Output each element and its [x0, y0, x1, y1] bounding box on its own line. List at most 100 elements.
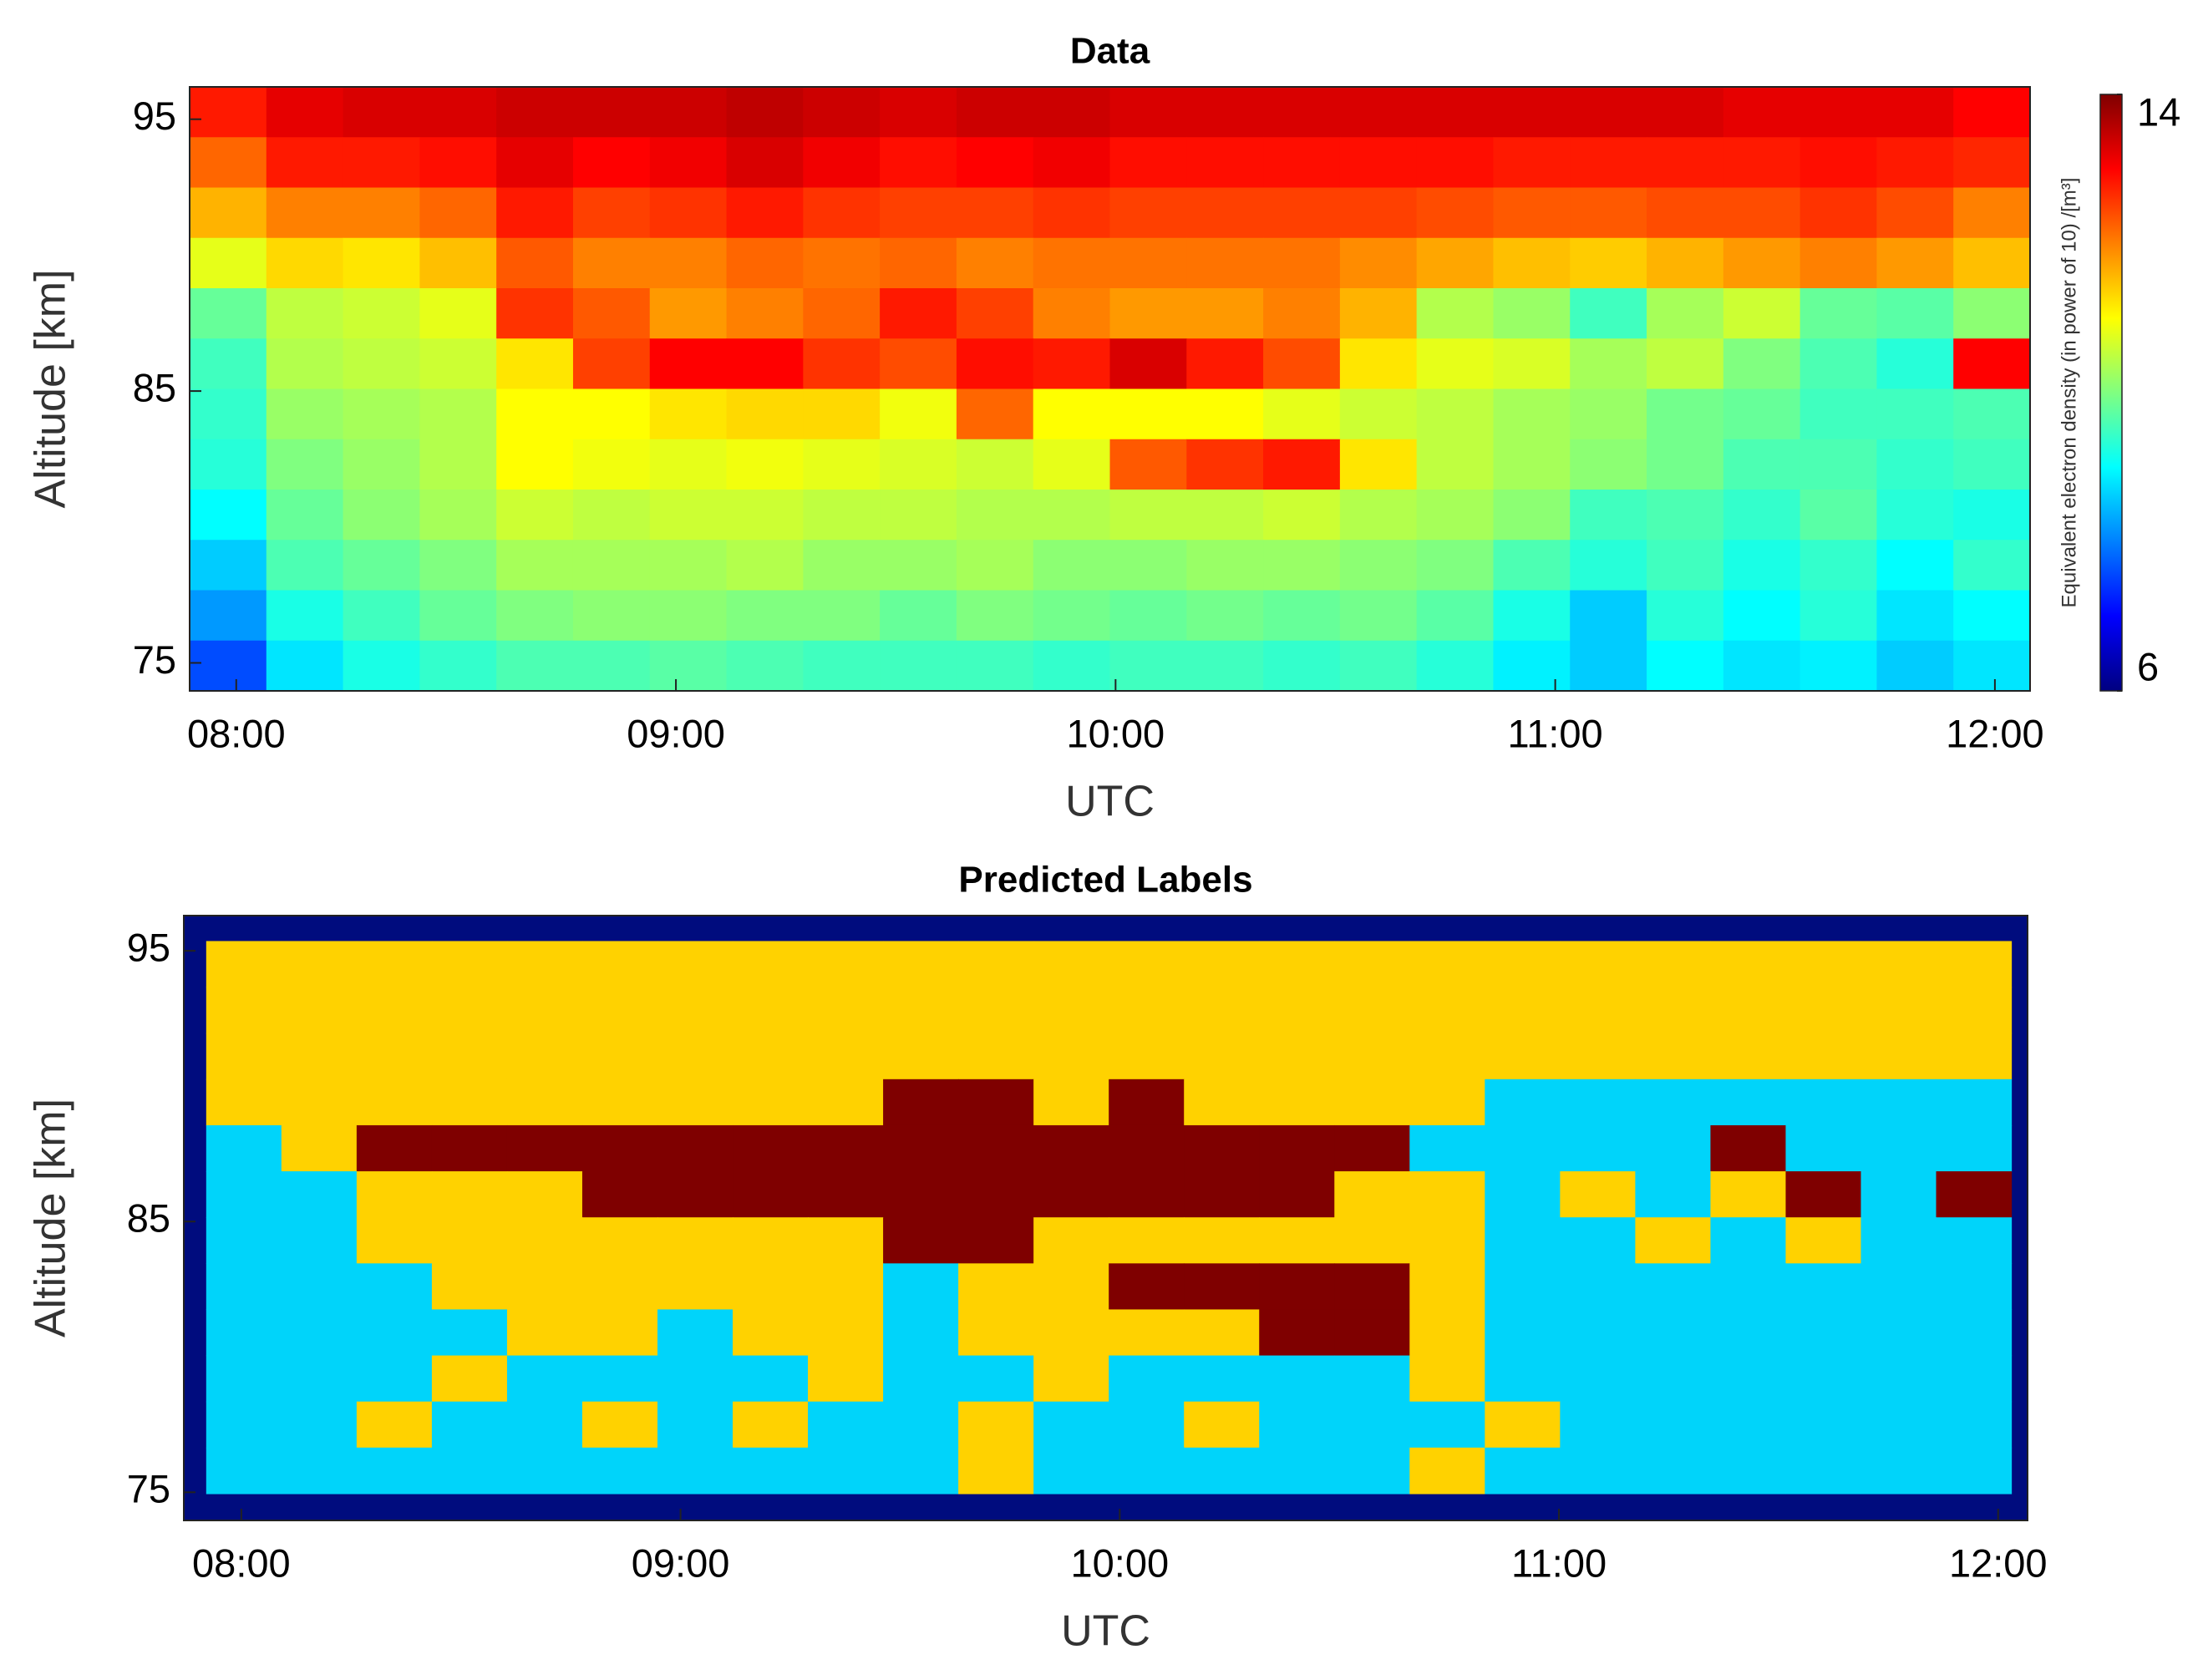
heatmap-cell	[1334, 1079, 1410, 1126]
heatmap-cell	[1409, 941, 1485, 988]
heatmap-cell	[1723, 237, 1801, 289]
heatmap-cell	[1799, 388, 1878, 440]
heatmap-cell	[958, 1401, 1034, 1449]
heatmap-cell	[266, 439, 344, 490]
heatmap-cell	[1334, 941, 1410, 988]
heatmap-cell	[1259, 1124, 1335, 1172]
heatmap-cell	[733, 1079, 809, 1126]
heatmap-cell	[281, 1124, 358, 1172]
heatmap-cell	[419, 490, 497, 541]
heatmap-cell	[808, 1033, 884, 1080]
heatmap-cell	[1409, 1217, 1485, 1264]
heatmap-cell	[431, 1033, 508, 1080]
heatmap-cell	[1109, 87, 1187, 138]
heatmap-cell	[1109, 288, 1187, 339]
heatmap-cell	[356, 1171, 433, 1218]
heatmap-cell	[733, 1447, 809, 1495]
heatmap-cell	[190, 540, 267, 591]
heatmap-cell	[883, 1124, 959, 1172]
heatmap-cell	[1259, 1171, 1335, 1218]
colorbar	[2099, 94, 2123, 692]
heatmap-cell	[190, 237, 267, 289]
heatmap-cell	[506, 1171, 583, 1218]
heatmap-cell	[808, 1355, 884, 1403]
heatmap-cell	[1263, 490, 1341, 541]
heatmap-cell	[1409, 1355, 1485, 1403]
heatmap-cell	[1876, 490, 1954, 541]
heatmap-cell	[726, 490, 804, 541]
heatmap-cell	[1416, 137, 1495, 189]
heatmap-cell	[880, 87, 957, 138]
heatmap-cell	[1936, 987, 2013, 1034]
heatmap-cell	[431, 1309, 508, 1357]
heatmap-cell	[506, 1263, 583, 1311]
heatmap-cell	[733, 1355, 809, 1403]
heatmap-cell	[1184, 1033, 1260, 1080]
heatmap-cell	[1785, 1124, 1862, 1172]
heatmap-cell	[1186, 490, 1264, 541]
heatmap-cell	[1647, 338, 1724, 390]
heatmap-cell	[1186, 540, 1264, 591]
heatmap-cell	[649, 237, 728, 289]
heatmap-cell	[1953, 87, 2031, 138]
heatmap-cell	[1635, 1355, 1712, 1403]
heatmap-cell	[1635, 1309, 1712, 1357]
heatmap-cell	[803, 237, 881, 289]
heatmap-cell	[1485, 987, 1561, 1034]
heatmap-cell	[649, 439, 728, 490]
heatmap-cell	[572, 187, 651, 239]
heatmap-cell	[1953, 137, 2031, 189]
heatmap-cell	[649, 490, 728, 541]
x-axis-label: UTC	[1061, 1607, 1150, 1656]
heatmap-cell	[1033, 288, 1111, 339]
heatmap-cell	[956, 87, 1034, 138]
heatmap-cell	[1953, 590, 2031, 642]
heatmap-cell	[1493, 640, 1571, 692]
heatmap-cell	[581, 1124, 658, 1172]
heatmap-cell	[356, 1124, 433, 1172]
heatmap-cell	[726, 87, 804, 138]
heatmap-cell	[281, 1447, 358, 1495]
heatmap-cell	[1485, 1309, 1561, 1357]
heatmap-cell	[883, 1217, 959, 1264]
y-tick-label: 75	[133, 637, 176, 682]
heatmap-cell	[733, 1124, 809, 1172]
heatmap-cell	[1409, 1263, 1485, 1311]
heatmap-cell	[1259, 1447, 1335, 1495]
heatmap-cell	[431, 1124, 508, 1172]
heatmap-cell	[1409, 1124, 1485, 1172]
heatmap-cell	[1033, 1079, 1109, 1126]
heatmap-cell	[880, 338, 957, 390]
heatmap-cell	[572, 338, 651, 390]
heatmap-cell	[1560, 1355, 1636, 1403]
heatmap-cell	[1263, 87, 1341, 138]
heatmap-cell	[1860, 1355, 1937, 1403]
heatmap-cell	[1033, 1263, 1109, 1311]
heatmap-cell	[1033, 1033, 1109, 1080]
heatmap-cell	[1339, 490, 1418, 541]
heatmap-cell	[431, 1171, 508, 1218]
heatmap-cell	[1186, 187, 1264, 239]
heatmap-cell	[419, 237, 497, 289]
heatmap-cell	[1409, 1447, 1485, 1495]
heatmap-cell	[1876, 540, 1954, 591]
heatmap-cell	[1259, 1355, 1335, 1403]
heatmap-cell	[266, 288, 344, 339]
heatmap-cell	[1259, 1217, 1335, 1264]
heatmap-cell	[281, 1033, 358, 1080]
heatmap-cell	[1109, 1309, 1185, 1357]
heatmap-cell	[1186, 640, 1264, 692]
heatmap-cell	[1647, 87, 1724, 138]
heatmap-cell	[1109, 137, 1187, 189]
heatmap-cell	[1416, 439, 1495, 490]
heatmap-cell	[190, 439, 267, 490]
heatmap-cell	[880, 187, 957, 239]
heatmap-cell	[1647, 439, 1724, 490]
heatmap-cell	[1860, 941, 1937, 988]
heatmap-cell	[431, 1217, 508, 1264]
heatmap-cell	[356, 1033, 433, 1080]
heatmap-cell	[1109, 1033, 1185, 1080]
heatmap-cell	[1339, 540, 1418, 591]
heatmap-cell	[1485, 1124, 1561, 1172]
